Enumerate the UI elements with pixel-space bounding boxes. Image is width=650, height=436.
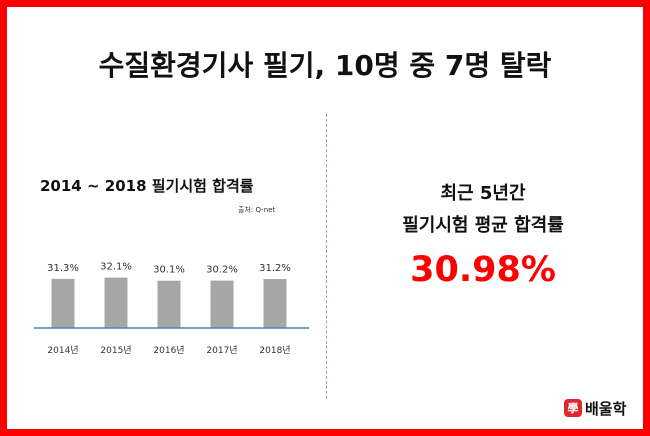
x-tick-label: 2017년 bbox=[206, 345, 237, 356]
bar-2017년 bbox=[210, 280, 234, 328]
chart-title: 2014 ~ 2018 필기시험 합격률 bbox=[40, 177, 254, 195]
x-tick-label: 2018년 bbox=[259, 345, 290, 356]
bar-2014년 bbox=[51, 278, 75, 328]
logo-mark-icon: 學 bbox=[564, 399, 582, 417]
logo-text: 배울학 bbox=[585, 399, 627, 418]
brand-logo: 學 배울학 bbox=[564, 396, 626, 420]
vertical-divider bbox=[326, 114, 327, 399]
summary-block: 최근 5년간 필기시험 평균 합격률 30.98% bbox=[332, 178, 634, 290]
x-tick-label: 2014년 bbox=[47, 345, 78, 356]
data-label: 30.2% bbox=[206, 265, 238, 276]
summary-line-1: 최근 5년간 bbox=[440, 183, 526, 204]
chart-source: 출처: Q-net bbox=[238, 206, 276, 214]
data-label: 31.3% bbox=[47, 263, 79, 274]
x-tick-label: 2015년 bbox=[100, 345, 131, 356]
bar-2018년 bbox=[263, 279, 287, 328]
bar-2016년 bbox=[157, 280, 181, 328]
bar-2015년 bbox=[104, 277, 128, 328]
data-label: 32.1% bbox=[100, 262, 132, 273]
data-label: 31.2% bbox=[259, 263, 291, 274]
summary-line-2: 필기시험 평균 합격률 bbox=[402, 215, 564, 236]
average-pass-rate: 30.98% bbox=[410, 250, 556, 290]
data-label: 30.1% bbox=[153, 265, 185, 276]
headline: 수질환경기사 필기, 10명 중 7명 탈락 bbox=[98, 49, 552, 82]
x-tick-label: 2016년 bbox=[153, 345, 184, 356]
